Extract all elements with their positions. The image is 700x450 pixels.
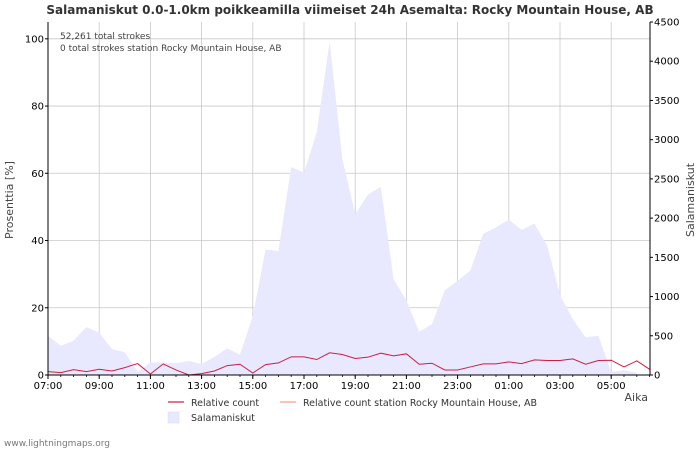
left-tick-label: 100 (25, 34, 44, 45)
relative-count-line (47, 352, 650, 376)
right-tick-label: 3000 (654, 135, 679, 146)
strokes-area-layer (48, 41, 637, 375)
x-tick-label: 03:00 (546, 381, 575, 392)
left-tick-label: 80 (31, 102, 44, 113)
right-tick-label: 2500 (654, 174, 679, 185)
x-tick-label: 05:00 (597, 381, 626, 392)
right-tick-label: 4000 (654, 57, 679, 68)
right-tick-label: 3500 (654, 96, 679, 107)
total-strokes-note: 52,261 total strokes (60, 32, 150, 42)
x-tick-label: 01:00 (494, 381, 523, 392)
legend-relative-station-label: Relative count station Rocky Mountain Ho… (303, 398, 537, 409)
station-strokes-note: 0 total strokes station Rocky Mountain H… (60, 44, 282, 54)
x-tick-label: 23:00 (443, 381, 472, 392)
right-tick-label: 1000 (654, 292, 679, 303)
right-tick-label: 4500 (654, 18, 679, 29)
x-tick-label: 09:00 (85, 381, 114, 392)
right-tick-label: 500 (654, 331, 673, 342)
footer-credit: www.lightningmaps.org (4, 439, 110, 449)
legend-relative-label: Relative count (191, 398, 259, 409)
x-tick-label: 17:00 (290, 381, 319, 392)
left-tick-label: 40 (31, 236, 44, 247)
x-tick-label: 11:00 (136, 381, 165, 392)
left-tick-label: 20 (31, 303, 44, 314)
right-tick-label: 2000 (654, 214, 679, 225)
right-tick-label: 1500 (654, 253, 679, 264)
x-tick-label: 07:00 (34, 381, 63, 392)
left-axis-title: Prosenttia [%] (3, 161, 16, 239)
relative-line-layer (47, 352, 650, 376)
legend-strokes-swatch (167, 411, 180, 424)
left-tick-label: 60 (31, 169, 44, 180)
x-tick-label: 15:00 (238, 381, 267, 392)
strokes-area (48, 41, 637, 375)
chart-title: Salamaniskut 0.0-1.0km poikkeamilla viim… (46, 3, 653, 17)
left-tick-label: 0 (38, 371, 44, 382)
right-tick-label: 0 (654, 371, 660, 382)
legend: Relative count Relative count station Ro… (167, 398, 537, 424)
x-tick-label: 21:00 (392, 381, 421, 392)
tick-labels: 0204060801000500100015002000250030003500… (25, 18, 680, 393)
axes (45, 21, 653, 379)
right-axis-title: Salamaniskut (684, 162, 697, 237)
legend-strokes-label: Salamaniskut (191, 413, 255, 424)
x-tick-label: 13:00 (187, 381, 216, 392)
x-axis-title: Aika (625, 391, 649, 404)
x-tick-label: 19:00 (341, 381, 370, 392)
